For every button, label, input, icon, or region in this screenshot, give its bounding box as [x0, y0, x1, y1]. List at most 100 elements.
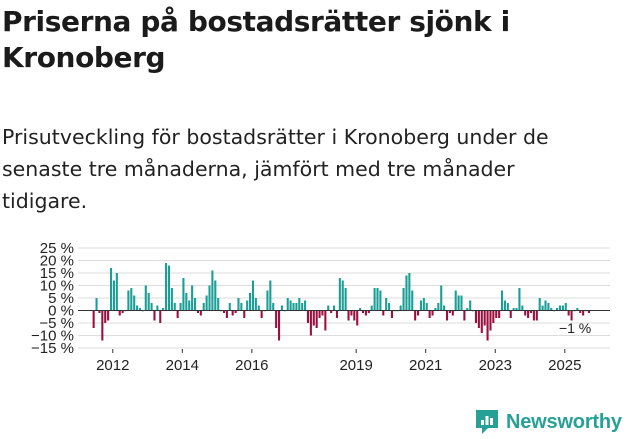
- bar: [330, 310, 333, 313]
- bar: [304, 300, 307, 311]
- bar: [112, 280, 115, 311]
- gridlines: [78, 247, 610, 349]
- bar: [414, 310, 417, 321]
- bar: [312, 310, 315, 326]
- bar: [191, 285, 194, 311]
- bar: [176, 310, 179, 318]
- y-tick-label: 10 %: [40, 278, 74, 295]
- bar: [359, 308, 362, 311]
- bar: [165, 263, 168, 311]
- bar: [402, 288, 405, 311]
- bar: [567, 310, 570, 316]
- bar: [347, 310, 350, 321]
- bar: [95, 298, 98, 311]
- bar: [324, 310, 327, 331]
- y-tick-label: −10 %: [31, 328, 74, 345]
- bar: [408, 273, 411, 311]
- bar: [532, 310, 535, 321]
- bar: [480, 310, 483, 333]
- bar: [289, 300, 292, 311]
- bar: [445, 310, 449, 321]
- bar: [558, 305, 562, 311]
- bar: [251, 280, 254, 311]
- x-tick-label: 2014: [166, 357, 199, 374]
- bar: [498, 310, 501, 318]
- bar: [448, 310, 451, 313]
- bar: [306, 310, 310, 323]
- bar: [382, 310, 385, 316]
- bar: [587, 310, 590, 313]
- newsworthy-brand-name: Newsworthy: [506, 410, 622, 433]
- bar: [240, 303, 243, 311]
- bar: [376, 288, 379, 311]
- bar: [338, 278, 341, 311]
- bar: [309, 310, 312, 336]
- bar: [492, 310, 495, 323]
- bar: [333, 305, 336, 311]
- bar: [101, 310, 104, 341]
- bar: [92, 310, 95, 328]
- x-tick-label: 2025: [548, 357, 581, 374]
- bar: [529, 310, 533, 313]
- bar: [463, 310, 466, 321]
- bar: [327, 305, 330, 311]
- bar: [205, 295, 208, 311]
- bar: [501, 290, 504, 311]
- bar: [379, 290, 382, 311]
- y-tick-label: 5 %: [48, 290, 74, 307]
- bar: [503, 300, 506, 311]
- bar: [292, 303, 295, 311]
- bar: [182, 278, 185, 311]
- bar: [144, 285, 147, 311]
- bar: [159, 310, 162, 323]
- bar: [385, 298, 388, 311]
- bar: [515, 308, 518, 311]
- bar: [280, 305, 283, 311]
- bar: [254, 298, 257, 311]
- bar: [425, 303, 428, 311]
- bar: [477, 310, 480, 328]
- bar: [437, 303, 440, 311]
- bar: [109, 268, 113, 311]
- y-tick-label: −5 %: [39, 315, 74, 332]
- bar: [399, 305, 402, 311]
- bar: [388, 303, 391, 311]
- bar: [118, 310, 121, 316]
- bar: [556, 308, 559, 311]
- bar: [361, 310, 365, 313]
- x-tick-label: 2019: [339, 357, 372, 374]
- bar: [570, 310, 573, 321]
- bar: [130, 288, 133, 311]
- last-value-label: −1 %: [559, 320, 591, 336]
- bar-series: [92, 263, 590, 341]
- bar: [390, 310, 394, 318]
- bar: [506, 303, 509, 311]
- bar: [561, 305, 564, 311]
- bar: [286, 298, 289, 311]
- bar: [257, 305, 260, 311]
- bar: [356, 310, 359, 326]
- bar: [451, 310, 454, 316]
- bar: [315, 310, 318, 328]
- bar: [370, 305, 373, 311]
- bar: [344, 288, 347, 311]
- bar: [373, 288, 376, 311]
- bar: [222, 310, 226, 313]
- bar: [321, 310, 324, 316]
- bar: [156, 305, 159, 311]
- y-tick-label: 25 %: [40, 240, 74, 257]
- bar: [544, 300, 547, 311]
- bar: [541, 305, 544, 311]
- bar: [335, 310, 338, 318]
- bar: [431, 310, 434, 316]
- bar: [173, 303, 176, 311]
- bar: [527, 310, 530, 318]
- bar: [440, 285, 443, 311]
- x-tick-label: 2012: [96, 357, 129, 374]
- bar: [353, 310, 356, 321]
- bar: [405, 275, 408, 311]
- bar: [153, 310, 156, 321]
- bar: [486, 310, 489, 341]
- bar: [211, 270, 214, 311]
- bar: [576, 308, 579, 311]
